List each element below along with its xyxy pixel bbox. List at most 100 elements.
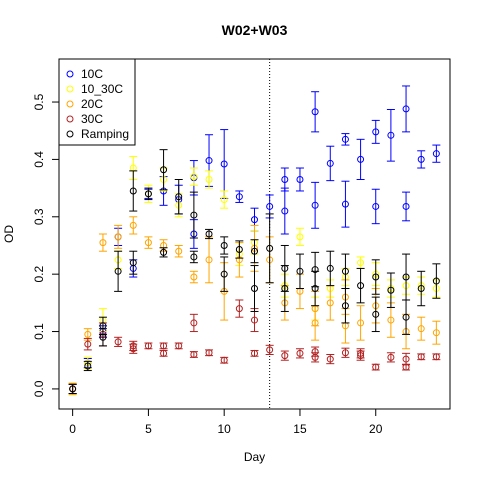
data-point bbox=[372, 128, 380, 136]
y-tick-label: 0.5 bbox=[32, 93, 46, 110]
data-point bbox=[129, 345, 137, 353]
data-point bbox=[432, 329, 440, 337]
data-point bbox=[160, 349, 168, 357]
data-point bbox=[114, 233, 122, 241]
data-point bbox=[99, 239, 107, 247]
data-point bbox=[326, 264, 334, 272]
data-point bbox=[205, 175, 213, 183]
legend-label: 10_30C bbox=[81, 82, 123, 96]
data-point bbox=[175, 193, 183, 201]
legend-marker bbox=[66, 100, 74, 108]
y-tick-label: 0.0 bbox=[32, 380, 46, 397]
data-point bbox=[432, 353, 440, 361]
data-point bbox=[190, 253, 198, 261]
data-point bbox=[296, 175, 304, 183]
series-group bbox=[68, 85, 441, 396]
data-point bbox=[235, 245, 243, 253]
data-point bbox=[251, 349, 258, 357]
x-tick-label: 5 bbox=[145, 422, 152, 436]
data-point bbox=[220, 241, 228, 249]
data-point bbox=[372, 202, 380, 210]
data-point bbox=[417, 325, 425, 333]
x-tick-label: 15 bbox=[293, 422, 307, 436]
data-point bbox=[357, 319, 365, 327]
data-point bbox=[190, 319, 198, 327]
data-point bbox=[311, 319, 319, 327]
data-point bbox=[402, 313, 410, 321]
data-point bbox=[311, 108, 319, 116]
data-point bbox=[114, 338, 122, 346]
data-point bbox=[372, 273, 380, 281]
data-point bbox=[402, 202, 410, 210]
data-point bbox=[205, 349, 213, 357]
data-point bbox=[402, 273, 410, 281]
series-Ramping bbox=[68, 149, 441, 395]
data-point bbox=[84, 330, 92, 338]
data-point bbox=[281, 352, 289, 360]
data-point bbox=[326, 355, 334, 363]
data-point bbox=[175, 247, 183, 255]
data-point bbox=[205, 157, 213, 165]
legend-marker bbox=[66, 70, 74, 78]
data-point bbox=[190, 173, 198, 181]
y-tick-label: 0.1 bbox=[32, 323, 46, 340]
legend-label: 30C bbox=[81, 112, 103, 126]
data-point bbox=[251, 216, 258, 224]
data-point bbox=[235, 305, 243, 313]
data-point bbox=[341, 200, 349, 208]
data-point bbox=[326, 159, 334, 167]
data-point bbox=[372, 310, 380, 318]
data-point bbox=[144, 342, 152, 350]
data-point bbox=[296, 233, 304, 241]
data-point bbox=[372, 363, 380, 371]
data-point bbox=[129, 187, 137, 195]
data-point bbox=[220, 160, 228, 168]
data-point bbox=[432, 150, 440, 158]
data-point bbox=[387, 353, 395, 361]
data-point bbox=[387, 316, 395, 324]
plot-frame bbox=[58, 58, 451, 410]
data-point bbox=[84, 340, 92, 348]
data-point bbox=[190, 350, 198, 358]
data-point bbox=[296, 349, 304, 357]
data-point bbox=[220, 270, 228, 278]
data-point bbox=[281, 175, 289, 183]
data-point bbox=[387, 286, 395, 294]
legend-box bbox=[58, 58, 136, 146]
x-tick-label: 20 bbox=[369, 422, 383, 436]
data-point bbox=[357, 352, 365, 360]
data-point bbox=[417, 155, 425, 163]
data-point bbox=[432, 277, 440, 285]
data-point bbox=[311, 285, 319, 293]
data-point bbox=[326, 299, 334, 307]
legend-label: Ramping bbox=[81, 127, 129, 141]
y-axis: 0.0 0.1 0.2 0.3 0.4 0.5 bbox=[32, 93, 59, 397]
data-point bbox=[402, 105, 410, 113]
data-point bbox=[190, 211, 198, 219]
data-point bbox=[387, 131, 395, 139]
data-point bbox=[99, 322, 107, 330]
data-point bbox=[190, 273, 198, 281]
legend-label: 10C bbox=[81, 67, 103, 81]
data-point bbox=[251, 316, 258, 324]
y-tick-label: 0.2 bbox=[32, 265, 46, 282]
x-tick-label: 10 bbox=[218, 422, 232, 436]
data-point bbox=[160, 166, 168, 174]
data-point bbox=[341, 135, 349, 143]
legend-marker bbox=[66, 115, 74, 123]
data-point bbox=[205, 256, 213, 264]
legend-label: 20C bbox=[81, 97, 103, 111]
data-point bbox=[341, 267, 349, 275]
x-axis: 0 5 10 15 20 bbox=[69, 409, 383, 436]
data-point bbox=[220, 356, 228, 364]
data-point bbox=[144, 239, 152, 247]
data-point bbox=[296, 267, 304, 275]
data-point bbox=[220, 196, 228, 204]
y-tick-label: 0.4 bbox=[32, 151, 46, 168]
data-point bbox=[311, 201, 319, 209]
data-point bbox=[175, 342, 183, 350]
data-point bbox=[341, 302, 349, 310]
data-point bbox=[129, 221, 137, 229]
